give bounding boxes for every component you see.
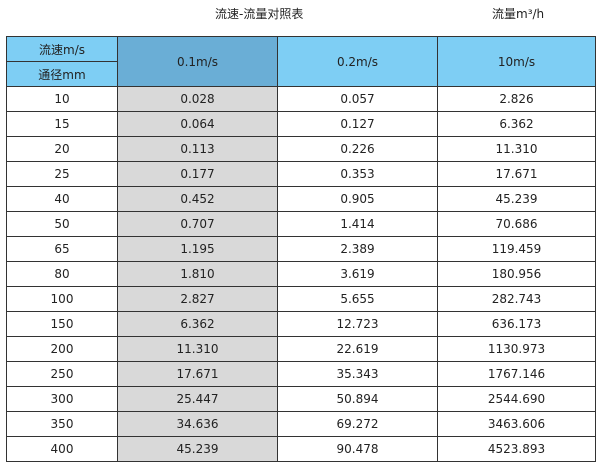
flow-cell: 25.447 [117, 386, 278, 412]
flow-cell: 4523.893 [437, 436, 596, 462]
flow-cell: 2.389 [277, 236, 438, 262]
flow-cell: 45.239 [437, 186, 596, 212]
flow-cell: 45.239 [117, 436, 278, 462]
diameter-cell: 300 [6, 386, 118, 412]
flow-cell: 2.826 [437, 86, 596, 112]
flow-cell: 2544.690 [437, 386, 596, 412]
flow-cell: 0.028 [117, 86, 278, 112]
flow-cell: 0.057 [277, 86, 438, 112]
flow-cell: 0.226 [277, 136, 438, 162]
diameter-cell: 20 [6, 136, 118, 162]
flow-cell: 1.195 [117, 236, 278, 262]
flow-cell: 0.113 [117, 136, 278, 162]
flow-cell: 5.655 [277, 286, 438, 312]
flow-cell: 1767.146 [437, 361, 596, 387]
table-row: 65 1.195 2.389 119.459 [6, 236, 596, 262]
table-row: 15 0.064 0.127 6.362 [6, 111, 596, 137]
flow-cell: 11.310 [117, 336, 278, 362]
diameter-cell: 150 [6, 311, 118, 337]
flow-cell: 11.310 [437, 136, 596, 162]
flow-cell: 90.478 [277, 436, 438, 462]
flow-cell: 69.272 [277, 411, 438, 437]
diameter-cell: 400 [6, 436, 118, 462]
flow-cell: 1.810 [117, 261, 278, 287]
diameter-cell: 80 [6, 261, 118, 287]
table-row: 300 25.447 50.894 2544.690 [6, 386, 596, 412]
flow-cell: 1130.973 [437, 336, 596, 362]
flow-cell: 636.173 [437, 311, 596, 337]
table-title: 流速-流量对照表 [215, 7, 304, 21]
flow-cell: 0.064 [117, 111, 278, 137]
flow-cell: 50.894 [277, 386, 438, 412]
table-row: 150 6.362 12.723 636.173 [6, 311, 596, 337]
diameter-cell: 40 [6, 186, 118, 212]
diameter-cell: 350 [6, 411, 118, 437]
flow-cell: 6.362 [117, 311, 278, 337]
velocity-flow-table: 流速m/s 0.1m/s 0.2m/s 10m/s 通径mm 10 0.028 0.… [6, 36, 596, 462]
flow-cell: 0.177 [117, 161, 278, 187]
flow-cell: 3.619 [277, 261, 438, 287]
flow-cell: 17.671 [117, 361, 278, 387]
diameter-cell: 50 [6, 211, 118, 237]
flow-cell: 0.127 [277, 111, 438, 137]
diameter-header: 通径mm [6, 61, 118, 87]
table-row: 100 2.827 5.655 282.743 [6, 286, 596, 312]
diameter-cell: 25 [6, 161, 118, 187]
flow-cell: 3463.606 [437, 411, 596, 437]
table-row: 200 11.310 22.619 1130.973 [6, 336, 596, 362]
flow-cell: 180.956 [437, 261, 596, 287]
column-header: 10m/s [437, 36, 596, 87]
table-row: 400 45.239 90.478 4523.893 [6, 436, 596, 462]
column-header: 0.2m/s [277, 36, 438, 87]
table-row: 20 0.113 0.226 11.310 [6, 136, 596, 162]
flow-cell: 282.743 [437, 286, 596, 312]
diameter-cell: 15 [6, 111, 118, 137]
velocity-header: 流速m/s [6, 36, 118, 62]
flow-cell: 0.905 [277, 186, 438, 212]
table-row: 10 0.028 0.057 2.826 [6, 86, 596, 112]
flow-cell: 1.414 [277, 211, 438, 237]
diameter-cell: 100 [6, 286, 118, 312]
flow-cell: 0.353 [277, 161, 438, 187]
flow-cell: 22.619 [277, 336, 438, 362]
flow-cell: 34.636 [117, 411, 278, 437]
table-row: 50 0.707 1.414 70.686 [6, 211, 596, 237]
flow-cell: 2.827 [117, 286, 278, 312]
flow-cell: 119.459 [437, 236, 596, 262]
table-row: 25 0.177 0.353 17.671 [6, 161, 596, 187]
flow-cell: 35.343 [277, 361, 438, 387]
unit-label: 流量m³/h [492, 7, 545, 21]
column-header: 0.1m/s [117, 36, 278, 87]
flow-cell: 0.707 [117, 211, 278, 237]
flow-cell: 6.362 [437, 111, 596, 137]
table-row: 250 17.671 35.343 1767.146 [6, 361, 596, 387]
flow-cell: 0.452 [117, 186, 278, 212]
table-row: 350 34.636 69.272 3463.606 [6, 411, 596, 437]
table-row: 40 0.452 0.905 45.239 [6, 186, 596, 212]
diameter-cell: 200 [6, 336, 118, 362]
table-row: 80 1.810 3.619 180.956 [6, 261, 596, 287]
flow-cell: 17.671 [437, 161, 596, 187]
diameter-cell: 10 [6, 86, 118, 112]
flow-cell: 70.686 [437, 211, 596, 237]
flow-cell: 12.723 [277, 311, 438, 337]
diameter-cell: 65 [6, 236, 118, 262]
diameter-cell: 250 [6, 361, 118, 387]
